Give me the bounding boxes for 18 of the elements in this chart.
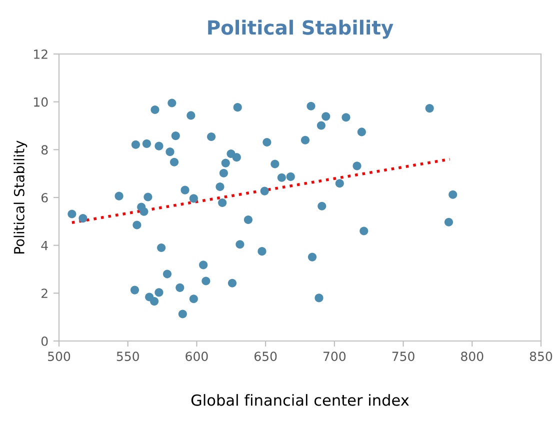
x-tick-label: 500 [48,352,70,362]
chart-title: Political Stability [208,20,394,39]
y-axis-title: Political Stability [14,140,28,254]
y-tick-label: 0 [41,336,48,346]
x-tick-label: 850 [530,352,552,362]
x-tick-label: 650 [254,352,277,362]
x-tick-label: 600 [186,352,208,362]
x-tick-label: 700 [324,352,346,362]
y-tick-label: 2 [42,288,48,298]
x-tick-label: 550 [116,352,139,362]
y-tick-label: 12 [34,49,48,59]
x-tick-label: 800 [461,352,484,362]
x-tick-label: 750 [392,352,414,362]
x-axis-title: Global financial center index [191,394,409,406]
y-tick-label: 8 [41,145,48,155]
y-tick-label: 6 [42,192,48,202]
y-tick-label: 10 [34,97,48,107]
y-tick-label: 4 [41,240,48,250]
